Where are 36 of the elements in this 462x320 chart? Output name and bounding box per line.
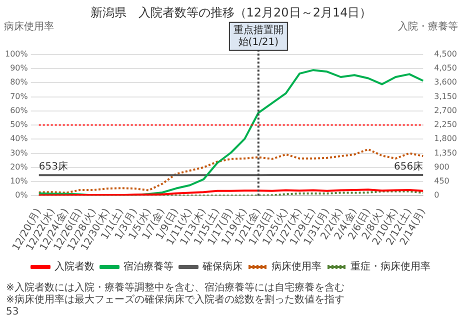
y-tick-label: 60%	[10, 106, 28, 115]
chart-title: 新潟県 入院者数等の推移（12月20日～2月14日）	[90, 5, 372, 20]
data-label: 656床	[394, 160, 424, 173]
y-tick-label: 20%	[10, 162, 28, 172]
y2-tick-label: 4,050	[434, 64, 458, 73]
text: 53	[6, 306, 19, 318]
y-tick-label: 90%	[10, 64, 28, 73]
y-axis-title: 病床使用率	[4, 20, 54, 33]
data-label: 653床	[38, 160, 68, 173]
y-tick-label: 50%	[10, 120, 28, 130]
legend-label: 確保病床	[202, 260, 242, 273]
y2-tick-label: 3,150	[434, 92, 458, 101]
legend-label: 入院者数	[54, 260, 94, 273]
y2-tick-label: 4,500	[434, 49, 458, 58]
text: ※入院者数には入院・療養等調整中を含む、宿泊療養等には自宅療養を含む	[6, 282, 344, 294]
y-tick-label: 100%	[4, 49, 28, 58]
y2-tick-label: 2,700	[434, 106, 458, 115]
y2-tick-label: 2,250	[434, 120, 458, 130]
y2-tick-label: 900	[434, 162, 450, 172]
ref-line-label: 重点措置開始(1/21)	[233, 24, 284, 48]
y-tick-label: 10%	[10, 176, 28, 186]
y-tick-label: 0%	[15, 190, 28, 200]
text: ※病床使用率は最大フェーズの確保病床で入院者の総数を割った数値を指す	[6, 294, 344, 306]
y2-tick-label: 3,600	[434, 78, 458, 87]
y-tick-label: 80%	[10, 78, 28, 87]
y2-tick-label: 1,800	[434, 134, 458, 144]
y2-tick-label: 0	[434, 190, 440, 200]
y-tick-label: 70%	[10, 92, 28, 101]
legend-label: 宿泊療養等	[124, 260, 174, 273]
y2-tick-label: 450	[434, 176, 450, 186]
y-tick-label: 30%	[10, 148, 28, 158]
legend-label: 重症・病床使用率	[350, 260, 430, 273]
legend-label: 病床使用率	[272, 260, 322, 273]
y-tick-label: 40%	[10, 134, 28, 144]
y2-tick-label: 1,350	[434, 148, 458, 158]
y2-axis-title: 入院・療養等	[398, 20, 458, 33]
